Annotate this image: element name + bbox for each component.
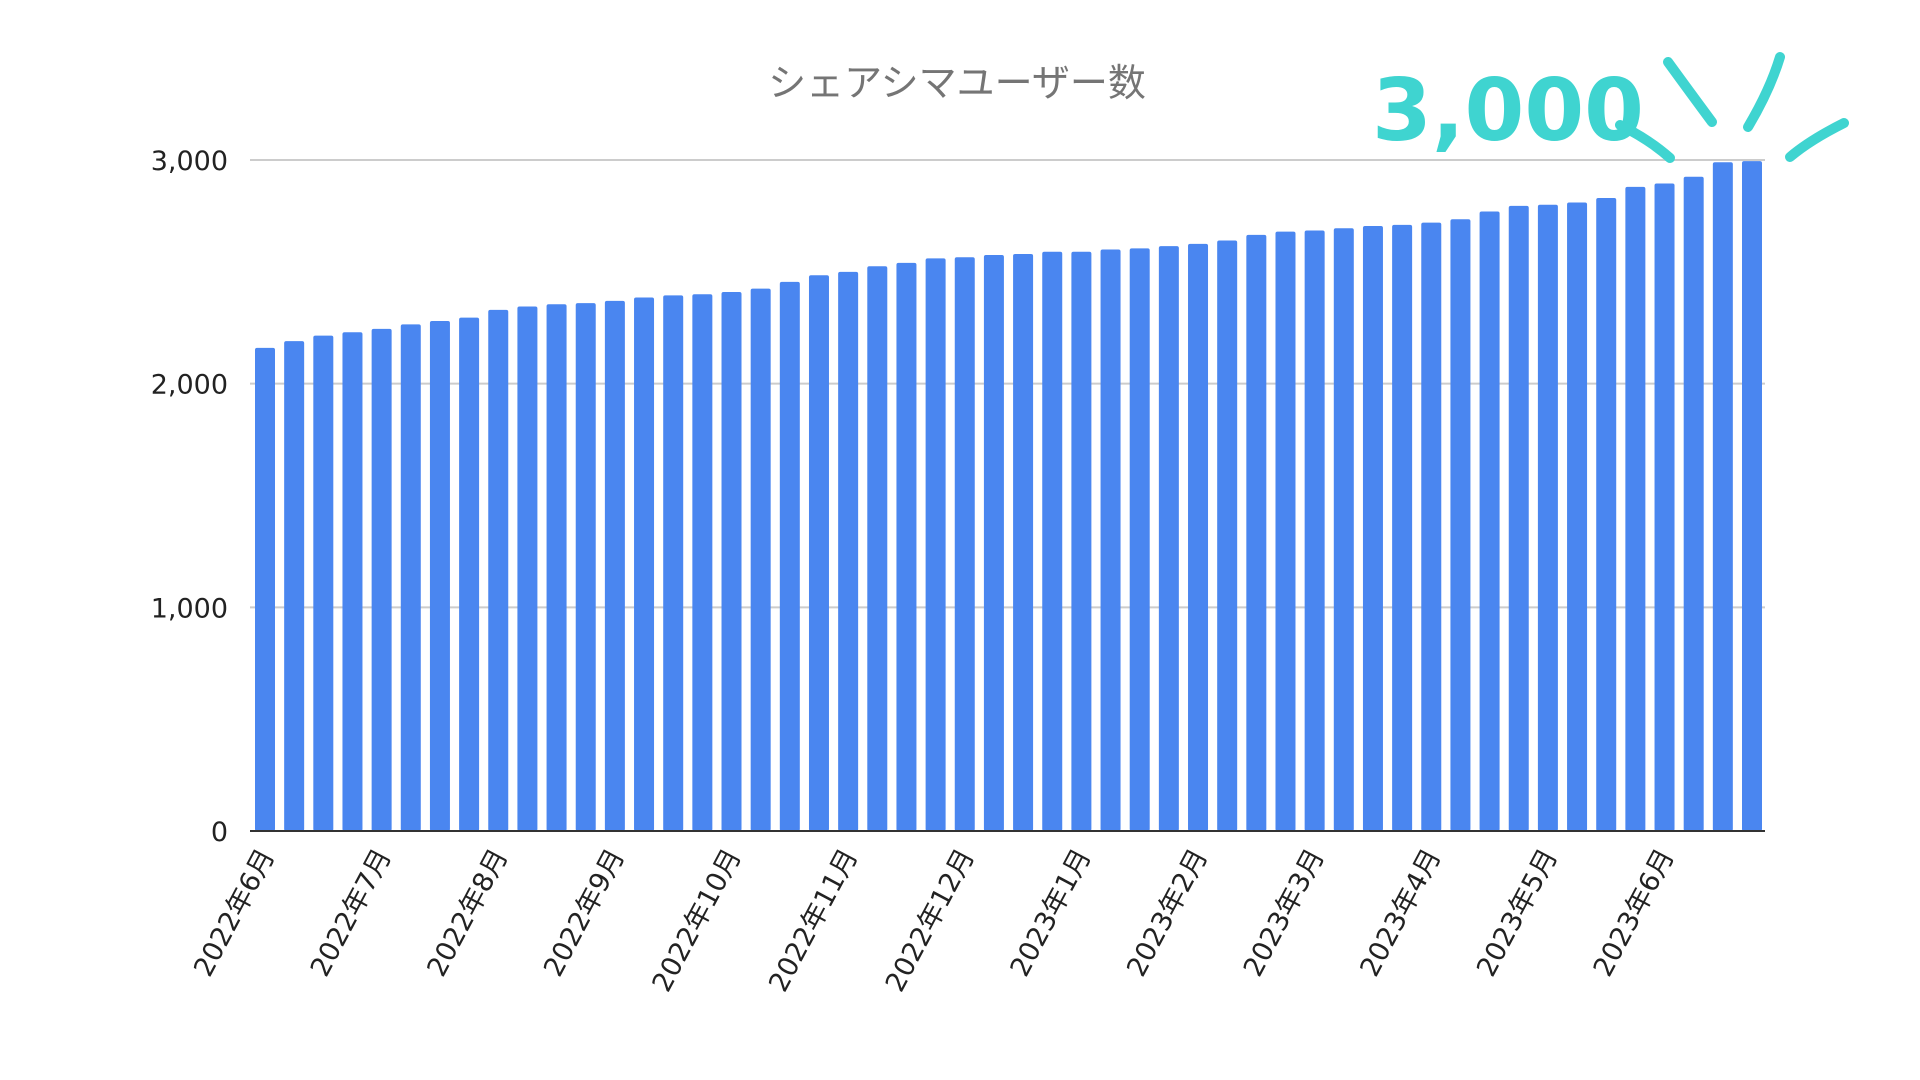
bar [925,258,946,831]
x-tick-label: 2023年5月 [1471,844,1564,982]
bar [1596,198,1617,831]
bar [896,262,917,831]
x-tick-label: 2023年6月 [1588,844,1681,982]
bar [1304,230,1325,831]
y-tick-label: 0 [211,817,228,848]
bar [313,335,334,831]
chart-title: シェアシマユーザー数 [768,61,1146,105]
x-tick-label: 2023年2月 [1121,844,1214,982]
bar [284,341,305,831]
x-axis-tick-labels: 2022年6月 2022年7月 2022年8月 2022年9月 2022年10月 2022… [188,844,1681,997]
x-tick-label: 2022年7月 [305,844,398,982]
bar [429,321,450,831]
bar [954,257,975,831]
sparkle-icon [1615,52,1849,163]
bar [663,295,684,831]
x-tick-label: 2022年10月 [647,844,748,997]
bar [750,288,771,831]
bar [1071,251,1092,831]
bar [1158,246,1179,832]
x-tick-label: 2022年9月 [538,844,631,982]
bar [1654,183,1675,832]
bar [1625,186,1646,832]
x-tick-label: 2023年4月 [1354,844,1447,982]
bar [1450,219,1471,831]
bar [1567,202,1588,831]
bar [400,324,421,831]
bar [808,275,829,831]
bar [867,266,888,831]
bar [575,303,596,831]
bar [1013,253,1034,831]
bar [1508,205,1529,832]
bars [255,161,1762,832]
bar [459,317,480,831]
y-axis-tick-labels: 0 1,000 2,000 3,000 [151,146,228,848]
bar [255,347,275,831]
y-tick-label: 1,000 [151,593,228,624]
bar [546,304,567,831]
bar [1333,228,1354,832]
bar [779,281,800,831]
bar [1742,161,1762,831]
x-tick-label: 2023年3月 [1238,844,1331,982]
bar [1275,231,1296,831]
x-tick-label: 2022年6月 [188,844,281,982]
bar [1479,211,1500,831]
bar [1129,248,1150,832]
bar [1421,222,1442,831]
bar [1100,249,1121,832]
bar [1246,234,1267,831]
bar [634,297,655,831]
bar [1217,240,1238,831]
x-tick-label: 2022年11月 [763,844,864,997]
bar [342,332,363,831]
y-tick-label: 2,000 [151,370,228,401]
callout-label: 3,000 [1372,61,1644,161]
bar [1712,162,1733,832]
y-tick-label: 3,000 [151,146,228,177]
bar [838,271,859,832]
x-tick-label: 2022年8月 [421,844,514,982]
x-tick-label: 2022年12月 [880,844,981,997]
bar [604,300,625,831]
x-tick-label: 2023年1月 [1005,844,1098,982]
bar [1042,251,1063,831]
bar [1188,243,1209,832]
bar [983,255,1004,831]
bar [371,328,392,831]
callout: 3,000 [1372,52,1849,163]
bar [517,306,538,831]
bar [1683,176,1704,831]
bar [1362,225,1383,832]
bar [1537,204,1558,832]
bar [721,291,742,832]
bar [1392,224,1413,832]
bar [488,309,509,831]
bar [692,294,713,831]
